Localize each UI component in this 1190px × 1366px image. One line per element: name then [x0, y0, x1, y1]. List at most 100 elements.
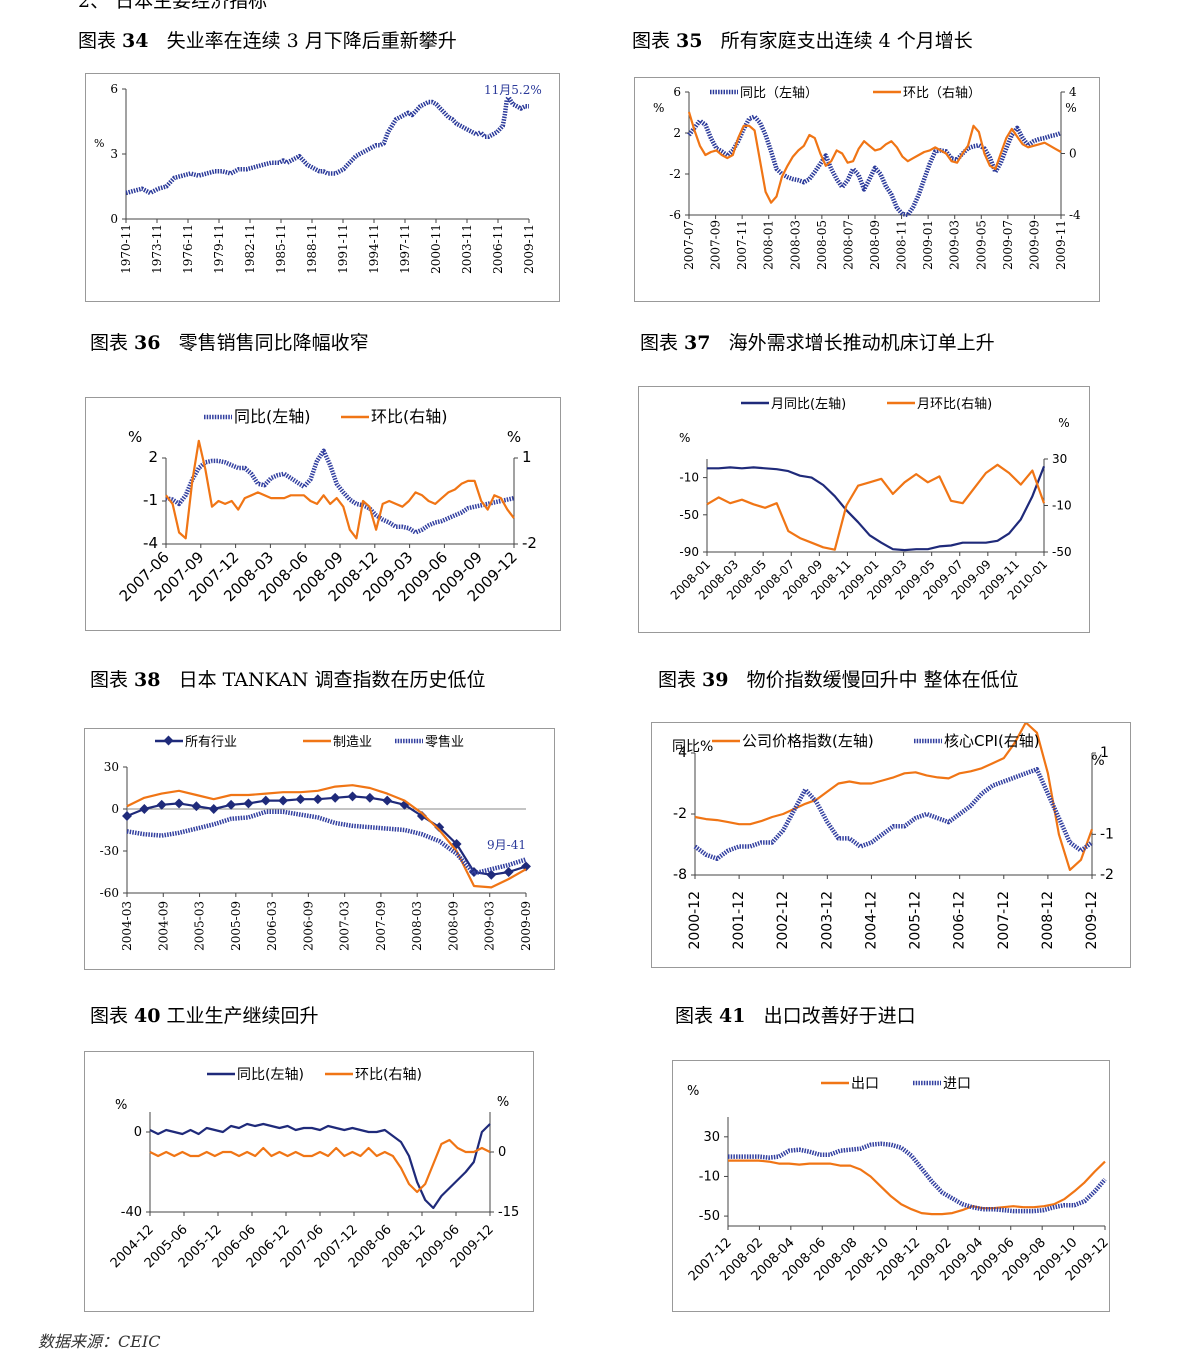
- c38-series-point: [260, 795, 271, 806]
- c38-annotation: 9月-41: [487, 838, 526, 852]
- c38-series-point: [174, 798, 184, 809]
- c38-ytick-label: -60: [100, 886, 119, 900]
- c35-xtick-label: 2007-11: [735, 220, 749, 270]
- chart-35-panel: 6 2 -2 -6 4 0 -4%% 2007-07 2007-09 2007-11 2008-01…: [634, 77, 1100, 302]
- chart-41-panel: 30 -10 -50% 2007-12 2008-02 2008-04 2008-06 200…: [672, 1060, 1110, 1312]
- c34-xtick-label: 1979-11: [212, 224, 226, 274]
- c40-series-line-0: [149, 1122, 491, 1210]
- c38-xtick-label: 2006-09: [301, 901, 315, 951]
- c34-xtick-label: 1973-11: [150, 224, 164, 274]
- c39-series-line-1: [693, 767, 1094, 861]
- c36-ytick-label: 2: [148, 448, 158, 466]
- c39-left-unit: 同比%: [672, 739, 713, 755]
- c35-legend-label: 环比（右轴）: [903, 86, 981, 101]
- c38-series-line-2: [126, 809, 527, 876]
- c38-ytick-label: 30: [104, 760, 119, 774]
- c35-ytick-label: -6: [669, 208, 681, 222]
- c37-ytick-label: -50: [679, 508, 699, 522]
- c40-ytick-label: -40: [121, 1205, 142, 1220]
- c38-series-point: [503, 867, 514, 877]
- c38-series-point: [243, 798, 254, 809]
- c35-legend-label: 同比（左轴）: [740, 86, 818, 101]
- c38-ytick-label: -30: [100, 844, 119, 858]
- c34-xtick-label: 1970-11: [119, 224, 133, 274]
- c34-xtick-label: 1982-11: [243, 224, 257, 274]
- c41-ytick-label: 30: [703, 1130, 720, 1145]
- c39-legend-label: 核心CPI(右轴): [944, 732, 1040, 750]
- c38-series-point: [122, 811, 132, 821]
- c39-xtick-label: 2003-12: [819, 891, 835, 950]
- c34-xtick-label: 2009-11: [522, 224, 536, 274]
- c41-series-line-1: [728, 1141, 1107, 1214]
- c36-legend-label: 同比(左轴): [234, 407, 311, 426]
- c38-series-point: [278, 795, 289, 806]
- c38-series-point: [382, 795, 393, 806]
- c38-xtick-label: 2005-03: [193, 901, 207, 951]
- c37-left-unit: %: [679, 431, 690, 445]
- c38-legend-marker: [163, 735, 174, 746]
- figure-38-heading: 图表 38 日本 TANKAN 调查指数在历史低位: [90, 669, 486, 691]
- c37-series-line-0: [707, 466, 1046, 552]
- c38-series-point: [139, 804, 150, 814]
- c38-xtick-label: 2004-09: [156, 901, 170, 951]
- c35-ytick-label: 6: [673, 85, 681, 99]
- figure-35-heading: 图表 35 所有家庭支出连续 4 个月增长: [632, 30, 973, 52]
- c38-xtick-label: 2005-09: [229, 901, 243, 951]
- c34-xtick-label: 2006-11: [491, 224, 505, 274]
- figure-39-heading: 图表 39 物价指数缓慢回升中 整体在低位: [658, 669, 1019, 691]
- chart-41: 30-10-50%2007-122008-022008-042008-06200…: [686, 1076, 1109, 1284]
- c34-xtick-label: 1994-11: [367, 224, 381, 274]
- c36-legend-label: 环比(右轴): [371, 407, 448, 426]
- c37-ytick-label: -90: [679, 545, 699, 559]
- figure-34-heading: 图表 34 失业率在连续 3 月下降后重新攀升: [78, 30, 457, 52]
- c39-legend-label: 公司价格指数(左轴): [742, 732, 874, 750]
- chart-40: 0-400-15% %2004-122005-062005-122006-0620…: [108, 1067, 519, 1271]
- c36-y2tick-label: -2: [522, 534, 537, 552]
- c34-xtick-label: 2000-11: [429, 224, 443, 274]
- c38-series-point: [226, 799, 237, 810]
- c34-ytick-label: 0: [110, 212, 118, 226]
- c40-right-unit: %: [497, 1095, 509, 1110]
- c41-ytick-label: -50: [699, 1209, 720, 1224]
- chart-39: 4 -2 -8 1 -1 -2 同比%% 2000-12 2001-12 2002-12 2003-…: [672, 723, 1114, 950]
- c39-ytick-label: -2: [673, 806, 687, 822]
- c38-xtick-label: 2004-03: [120, 901, 134, 951]
- c40-left-unit: %: [115, 1098, 127, 1113]
- section-heading-fragment: 2、 日本主要经济指标: [78, 0, 268, 12]
- c35-xtick-label: 2009-11: [1054, 220, 1068, 270]
- chart-39-panel: 4 -2 -8 1 -1 -2 同比%% 2000-12 2001-12 2002-12 2003-…: [651, 722, 1131, 968]
- c35-xtick-label: 2009-03: [948, 220, 962, 270]
- c35-xtick-label: 2009-01: [921, 220, 935, 270]
- c34-y-unit: %: [94, 137, 104, 150]
- c34-annotation: 11月5.2%: [484, 83, 542, 97]
- c39-xtick-label: 2007-12: [996, 891, 1012, 950]
- c38-series-point: [521, 861, 531, 872]
- c38-series-point: [312, 794, 323, 805]
- c39-xtick-label: 2004-12: [863, 891, 879, 950]
- c34-xtick-label: 1991-11: [336, 224, 350, 274]
- c41-legend-label: 进口: [943, 1076, 971, 1092]
- c34-xtick-label: 1985-11: [274, 224, 288, 274]
- chart-34: 0 3 6% 1970-11 1973-11 1976-11 1979-11 1982-11 1…: [94, 82, 542, 274]
- c35-right-unit: %: [1065, 101, 1076, 115]
- c38-xtick-label: 2008-09: [446, 901, 460, 951]
- c38-xtick-label: 2007-09: [374, 901, 388, 951]
- source-note: 数据来源：CEIC: [38, 1332, 161, 1351]
- c38-series-point: [156, 799, 167, 810]
- c35-ytick-label: -2: [669, 167, 681, 181]
- chart-34-panel: 0 3 6% 1970-11 1973-11 1976-11 1979-11 1982-11 1…: [85, 73, 560, 302]
- c37-y2tick-label: -50: [1052, 545, 1072, 559]
- c40-y2tick-label: -15: [498, 1205, 519, 1220]
- figure-40-heading: 图表 40 工业生产继续回升: [90, 1005, 319, 1027]
- c34-series-line: [125, 95, 529, 196]
- c35-series-line-1: [687, 111, 1062, 204]
- c36-ytick-label: -1: [143, 491, 158, 509]
- c39-y2tick-label: 1: [1100, 745, 1109, 761]
- c34-ytick-label: 6: [110, 82, 118, 96]
- figure-36-heading: 图表 36 零售销售同比降幅收窄: [90, 332, 369, 354]
- c37-series-line-1: [706, 463, 1046, 551]
- chart-37: -10-50-9030-10-50%%2008-012008-032008-05…: [668, 397, 1072, 603]
- c36-y2tick-label: 1: [522, 448, 532, 466]
- c37-legend-label: 月同比(左轴): [771, 397, 846, 412]
